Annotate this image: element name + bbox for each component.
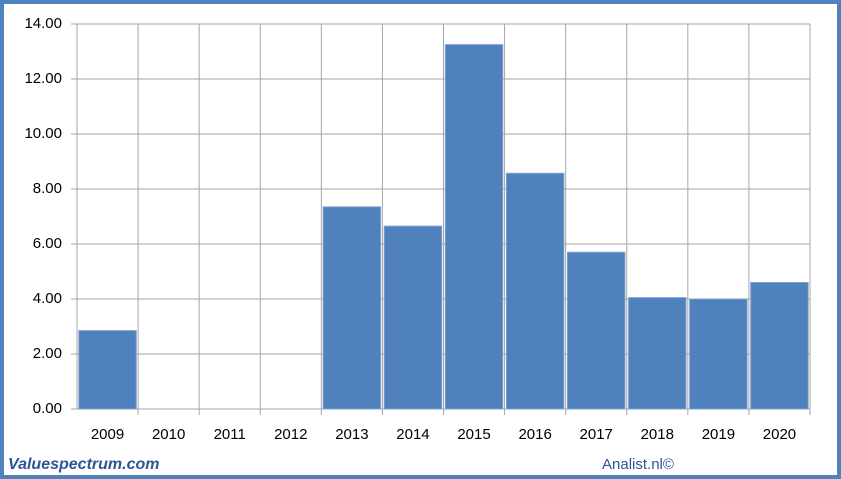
y-tick-label: 10.00 [24,125,62,142]
footer-left: Valuespectrum.com [8,456,159,473]
y-tick-label: 6.00 [33,235,62,252]
x-tick-label: 2018 [641,426,674,443]
bar [750,282,809,410]
x-tick-label: 2011 [214,426,246,443]
bar [444,44,504,410]
x-tick-label: 2017 [580,426,613,443]
x-tick-label: 2009 [91,426,124,443]
y-tick-label: 2.00 [33,345,62,362]
x-tick-label: 2016 [518,426,551,443]
y-tick-label: 4.00 [33,290,62,307]
x-tick-label: 2014 [396,426,429,443]
bar [78,330,137,410]
x-tick-label: 2013 [335,426,368,443]
footer-right: Analist.nl© [602,456,674,473]
y-tick-label: 8.00 [33,180,62,197]
y-tick-label: 14.00 [24,15,62,32]
bar [566,251,626,410]
x-tick-label: 2010 [152,426,185,443]
y-tick-label: 12.00 [24,70,62,87]
bar [628,297,687,410]
bar [383,225,443,410]
x-tick-label: 2020 [763,426,796,443]
x-tick-label: 2019 [702,426,735,443]
x-tick-label: 2012 [274,426,307,443]
bar [505,172,565,410]
x-tick-label: 2015 [457,426,490,443]
y-tick-label: 0.00 [33,400,62,417]
bar [322,206,382,410]
bar [689,298,748,410]
